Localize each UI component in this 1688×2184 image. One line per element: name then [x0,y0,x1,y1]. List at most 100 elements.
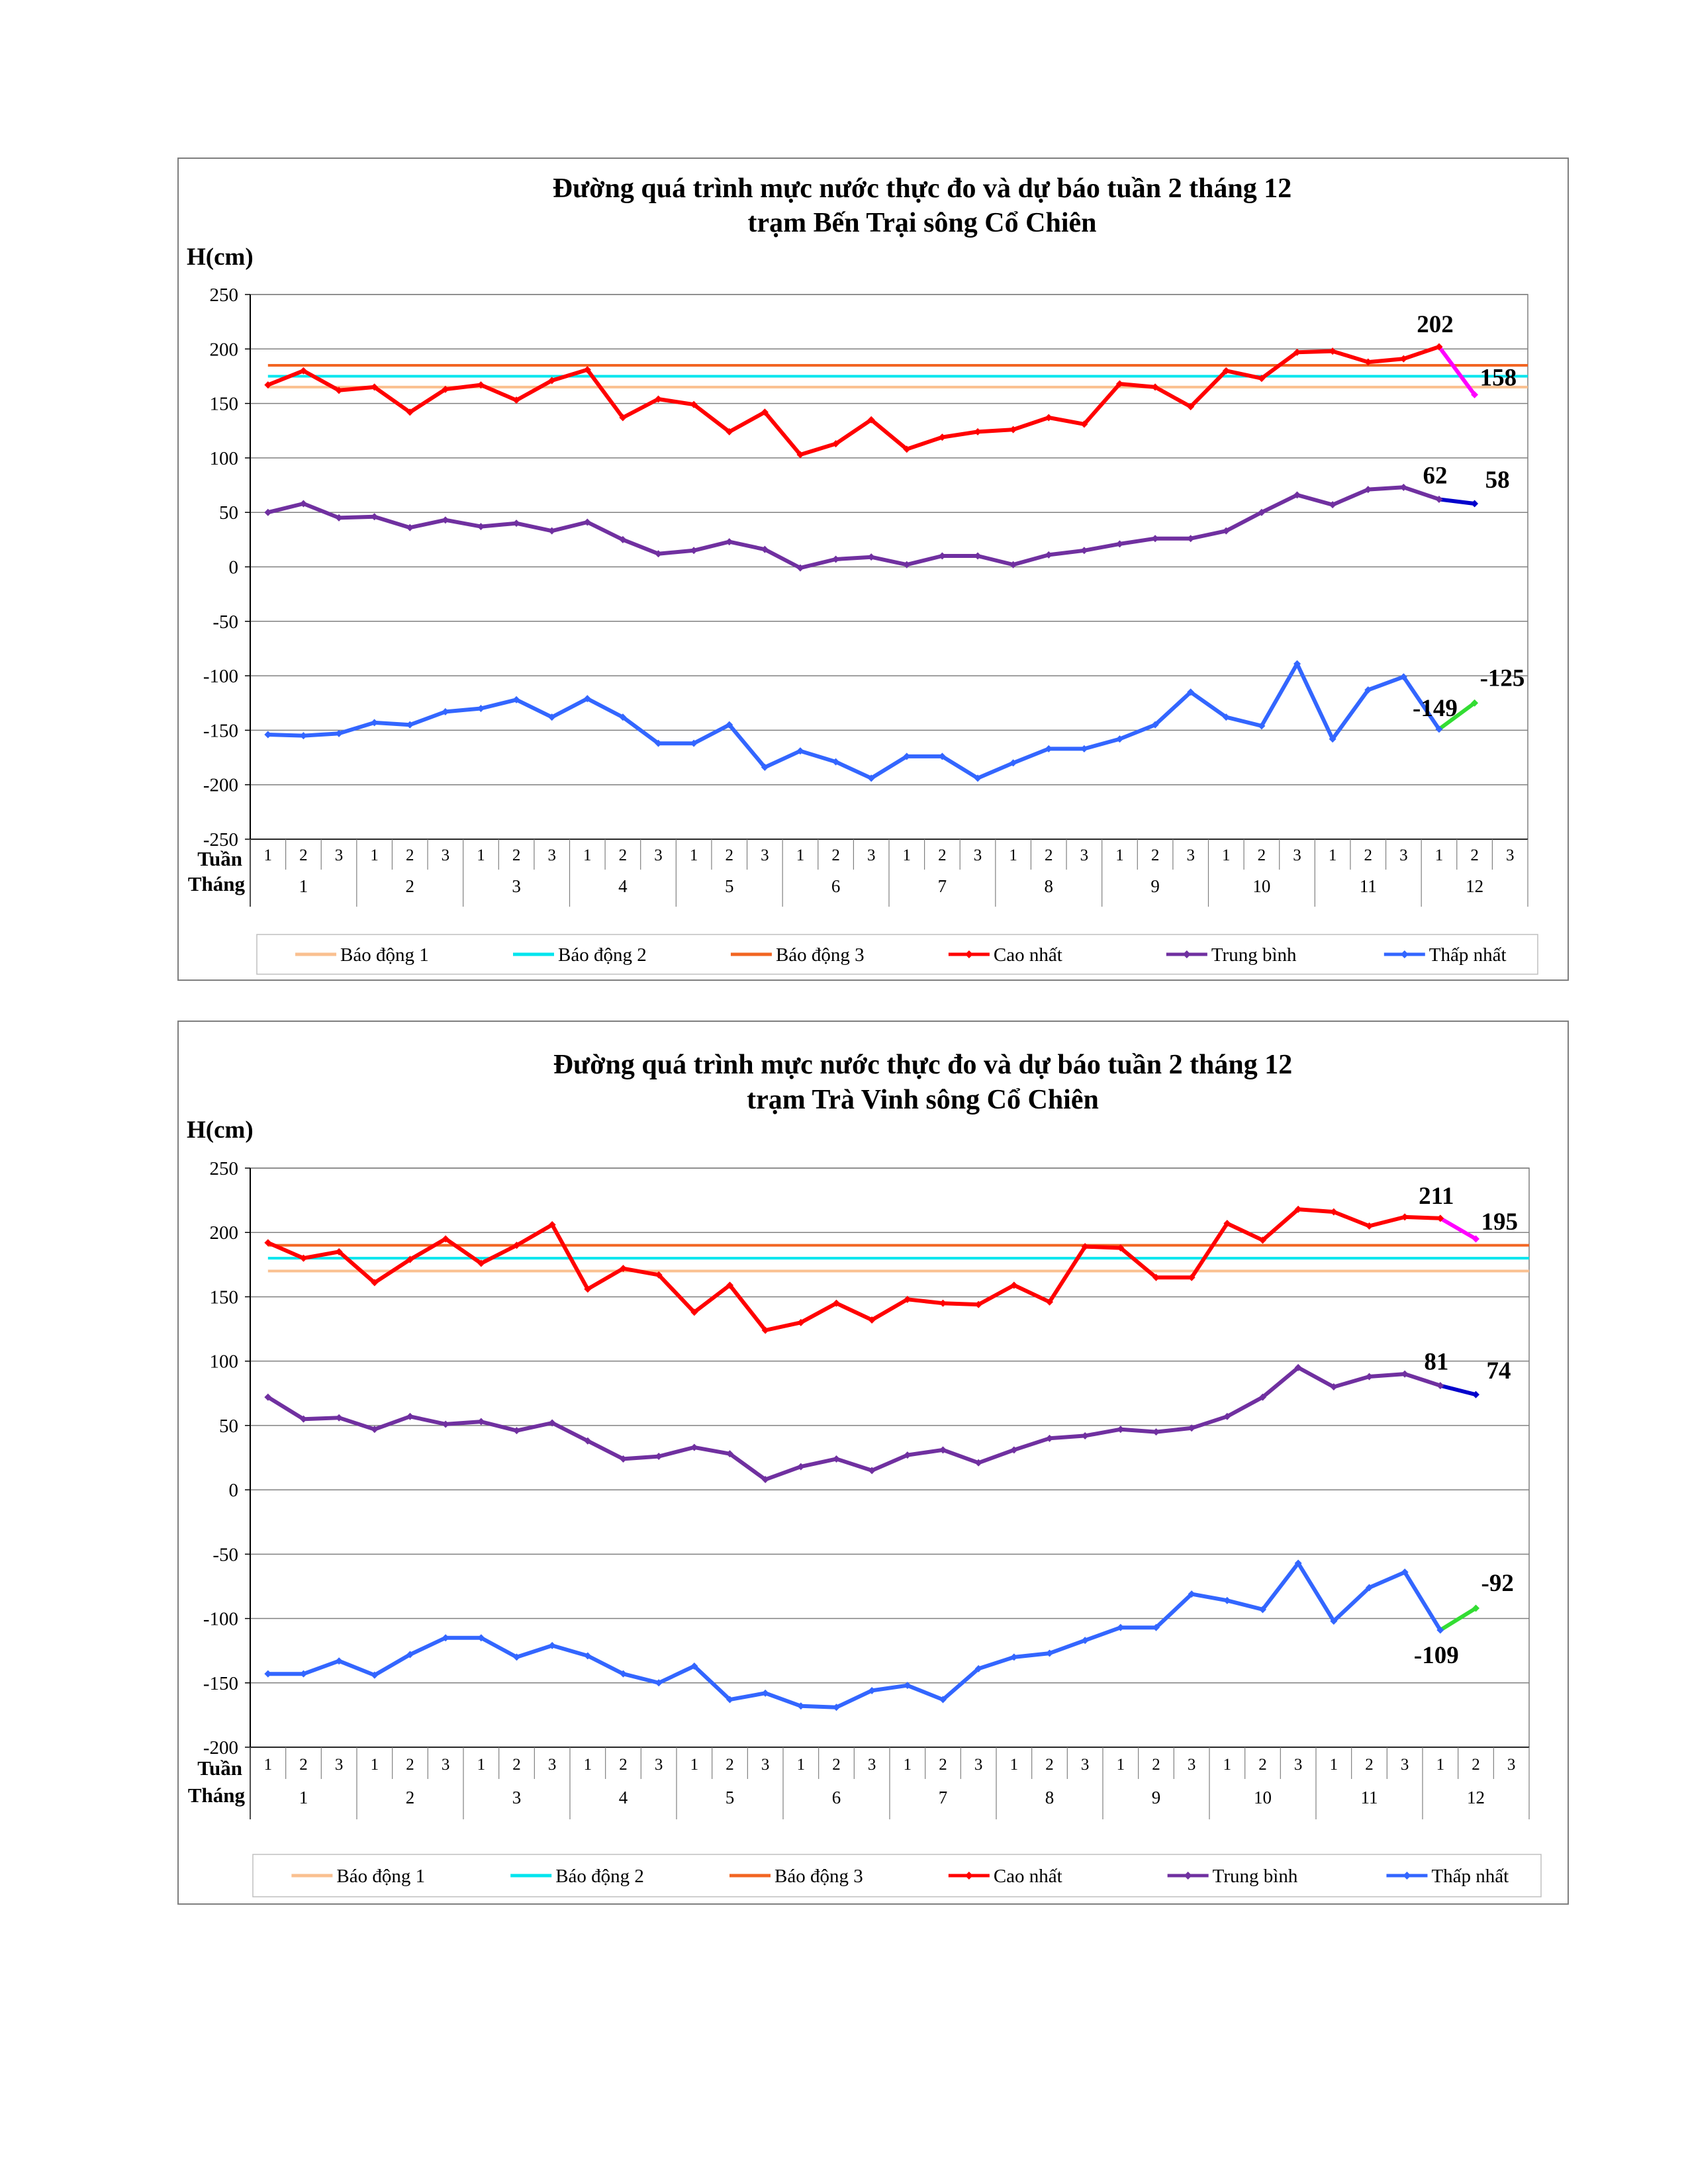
legend-label-bao-dong-3: Báo động 3 [776,944,865,966]
month-tick-label: 3 [512,1788,522,1807]
month-tick-label: 6 [832,1788,841,1807]
week-tick-label: 1 [1223,1756,1232,1774]
week-tick-label: 2 [726,846,734,864]
week-tick-label: 2 [1258,846,1266,864]
cao-nhat-point [1046,1298,1053,1306]
trung-binh-point [1259,1393,1266,1401]
month-tick-label: 9 [1150,876,1160,896]
legend-marker-trung-binh [1182,950,1191,958]
trung-binh-point [512,520,520,527]
month-tick-label: 6 [831,876,841,896]
cao-nhat-point [548,1221,556,1229]
thap-nhat-point [620,1670,627,1678]
month-tick-label: 1 [299,1788,308,1807]
week-tick-label: 1 [1115,846,1124,864]
cao-nhat-point [904,1295,912,1303]
week-tick-label: 1 [477,846,485,864]
cao-nhat-point [406,408,414,416]
legend-label-trung-binh: Trung bình [1213,1866,1298,1887]
thap-nhat-point [726,721,733,729]
cao-nhat-point [939,1299,947,1307]
cao-nhat-point [584,1285,592,1293]
week-tick-label: 1 [1010,1756,1019,1774]
cao-nhat-point [299,367,307,375]
y-tick-label: 200 [210,339,239,360]
legend-label-thap-nhat: Thấp nhất [1431,1866,1509,1887]
cao-nhat-point [726,1281,733,1289]
trung-binh-point [477,1418,485,1426]
trung-binh-point [1401,1370,1409,1378]
cao-nhat-point [1115,380,1123,388]
thap-nhat-point [548,1641,556,1649]
trung-binh-point [726,538,733,546]
thap-nhat-point [1010,1653,1018,1661]
trung-binh-point [796,564,804,572]
month-tick-label: 11 [1361,1788,1378,1807]
month-tick-label: 4 [619,1788,628,1807]
trung-binh-point [1117,1426,1125,1433]
week-tick-label: 3 [547,846,556,864]
y-axis-label: H(cm) [187,1116,254,1144]
thap-nhat-point [974,1664,982,1672]
trung-binh-point [1364,486,1372,494]
week-tick-label: 2 [1151,846,1160,864]
week-tick-label: 1 [1117,1756,1125,1774]
trung-binh-point [619,535,627,543]
week-tick-label: 1 [1436,1756,1445,1774]
trung-binh-point [513,1427,520,1435]
thap-nhat-point [974,774,982,782]
thap-nhat-point [1294,1559,1302,1567]
data-label: -125 [1480,664,1525,692]
week-tick-label: 1 [477,1756,486,1774]
cao-nhat-point [371,1279,379,1287]
week-tick-label: 2 [1045,846,1053,864]
cao-nhat-point [442,385,449,393]
thap-nhat-point [1187,688,1195,696]
week-tick-label: 1 [264,846,273,864]
cao-nhat-series-line [267,345,1440,457]
month-tick-label: 2 [406,1788,415,1807]
week-tick-label: 2 [619,846,628,864]
trung-binh-point [299,500,307,508]
week-tick-label: 2 [512,846,521,864]
y-tick-label: 0 [229,1480,239,1501]
thap-nhat-point [796,747,804,755]
chart-subtitle: trạm Bến Trại sông Cổ Chiên [748,208,1097,238]
cao-nhat-point [761,408,769,416]
thap-nhat-point [726,1696,733,1704]
cao-nhat-point [335,387,343,394]
trung-binh-point [726,1450,733,1458]
week-tick-label: 1 [371,1756,379,1774]
y-tick-label: -50 [212,1544,238,1565]
legend-label-trung-binh: Trung bình [1211,944,1297,966]
week-tick-label: 2 [619,1756,628,1774]
cao-nhat-point [832,440,840,448]
cao-nhat-point [1009,426,1017,433]
week-tick-label: 3 [868,1756,876,1774]
cao-nhat-point [371,383,379,391]
cao-nhat-point [690,1308,698,1316]
trung-binh-point [1399,483,1407,491]
legend-marker-cao-nhat [964,1872,973,1880]
thap-nhat-point [903,752,911,760]
cao-nhat-point [583,366,591,374]
cao-nhat-point [1187,403,1195,411]
thap-nhat-point [1152,1623,1160,1631]
thap-nhat-point [1258,722,1266,730]
trung-binh-point [761,1476,769,1484]
trung-binh-series-line [267,485,1440,570]
cao-nhat-point [1330,1208,1338,1216]
thap-nhat-point [335,1657,343,1665]
thap-nhat-point [1330,1617,1338,1625]
thap-nhat-point [867,774,875,782]
cao-nhat-point [1188,1273,1196,1281]
trung-binh-point [903,561,911,569]
thap-nhat-point [442,1634,449,1642]
data-label: -109 [1414,1642,1459,1669]
week-tick-label: 1 [1435,846,1444,864]
data-label: -149 [1413,695,1458,722]
week-tick-label: 2 [299,846,308,864]
trung-binh-point [371,1426,379,1433]
trung-binh-point [867,553,875,561]
trung-binh-point [1188,1424,1196,1432]
